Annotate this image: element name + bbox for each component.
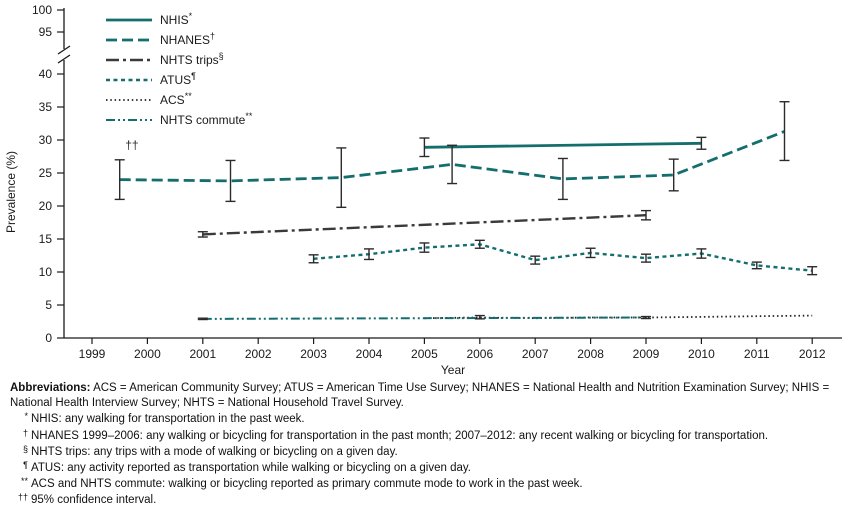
ci-annotation: †† (125, 138, 138, 152)
footnote-acs-commute: ** ACS and NHTS commute: walking or bicyc… (10, 476, 843, 492)
x-tick-label: 2005 (411, 347, 438, 361)
x-tick-label: 2009 (633, 347, 660, 361)
x-tick-label: 2003 (300, 347, 327, 361)
footnote-marker: ¶ (23, 459, 28, 470)
footnote-marker: ** (20, 476, 28, 487)
legend-label: NHIS* (160, 11, 193, 27)
x-tick-label: 2011 (744, 347, 770, 361)
legend-item-acs: ACS** (106, 91, 192, 107)
series-lines (119, 130, 813, 320)
y-tick-label: 40 (39, 67, 53, 81)
y-tick-label: 25 (39, 166, 53, 180)
footnote-text: NHTS trips: any trips with a mode of wal… (31, 445, 398, 458)
footnote-ci: †† 95% confidence interval. (10, 492, 843, 508)
legend-item-nhis: NHIS* (106, 11, 193, 27)
y-tick-label: 10 (39, 265, 53, 279)
chart-area: 0 5 10 15 20 25 30 35 40 95 100 1999 2000 2001 2002 200… (4, 3, 842, 377)
y-tick-label: 0 (45, 331, 52, 345)
footnote-nhanes: † NHANES 1999–2006: any walking or bicycl… (10, 428, 843, 444)
x-tick-label: 1999 (79, 347, 106, 361)
y-tick-label: 15 (39, 232, 53, 246)
prevalence-chart: 0 5 10 15 20 25 30 35 40 95 100 1999 2000 2001 2002 200… (4, 3, 842, 377)
tick-labels: 0 5 10 15 20 25 30 35 40 95 100 1999 2000 2001 2002 200… (32, 3, 826, 361)
footnote-text: 95% confidence interval. (31, 494, 157, 507)
legend-item-nhts-trips: NHTS trips§ (106, 51, 224, 67)
legend-item-nhanes: NHANES† (106, 31, 215, 47)
footnote-nhts-trips: § NHTS trips: any trips with a mode of wa… (10, 444, 843, 460)
footnotes: Abbreviations: ACS = American Community … (0, 380, 849, 508)
abbreviations-text: ACS = American Community Survey; ATUS = … (10, 382, 830, 410)
axes (57, 8, 842, 339)
footnote-atus: ¶ ATUS: any activity reported as transpor… (10, 460, 843, 476)
x-tick-label: 2004 (356, 347, 383, 361)
y-tick-label: 20 (39, 199, 53, 213)
footnote-text: ACS and NHTS commute: walking or bicycli… (31, 478, 583, 491)
abbreviations-line: Abbreviations: ACS = American Community … (10, 381, 843, 411)
x-tick-label: 2010 (688, 347, 715, 361)
tick-marks (57, 9, 813, 344)
footnote-text: ATUS: any activity reported as transport… (31, 461, 471, 474)
footnote-marker: †† (17, 492, 28, 503)
x-tick-label: 2012 (799, 347, 826, 361)
series-line-nhts-commute (202, 316, 647, 320)
x-tick-label: 2001 (189, 347, 216, 361)
legend-label: ATUS¶ (160, 71, 196, 87)
y-tick-label: 30 (39, 133, 53, 147)
y-tick-label: 35 (39, 100, 53, 114)
footnote-marker: § (22, 443, 28, 454)
y-axis-label: Prevalence (%) (4, 151, 18, 233)
legend-label: NHTS trips§ (160, 51, 224, 67)
x-tick-label: 2002 (245, 347, 272, 361)
error-bars (114, 101, 818, 321)
x-tick-label: 2008 (577, 347, 604, 361)
footnote-marker: * (24, 411, 28, 422)
legend-label: NHTS commute** (160, 111, 253, 127)
abbreviations-label: Abbreviations: (10, 382, 91, 394)
footnote-nhis: * NHIS: any walking for transportation in… (10, 411, 843, 427)
series-line-nhts-trips (202, 214, 647, 236)
legend-label: ACS** (160, 91, 192, 107)
legend: NHIS* NHANES† NHTS trips§ ATUS¶ ACS** NHTS co… (106, 11, 253, 127)
y-tick-label: 100 (32, 3, 52, 17)
x-tick-label: 2007 (522, 347, 549, 361)
legend-label: NHANES† (160, 31, 215, 47)
x-axis-label: Year (441, 363, 465, 377)
x-tick-label: 2006 (466, 347, 493, 361)
legend-item-atus: ATUS¶ (106, 71, 196, 87)
footnote-marker: † (22, 427, 28, 438)
footnote-text: NHIS: any walking for transportation in … (31, 413, 305, 426)
footnote-text: NHANES 1999–2006: any walking or bicycli… (31, 429, 769, 442)
x-tick-label: 2000 (134, 347, 161, 361)
y-tick-label: 5 (45, 298, 52, 312)
series-line-nhis (424, 141, 702, 149)
y-tick-label: 95 (39, 25, 53, 39)
legend-item-nhts-commute: NHTS commute** (106, 111, 253, 127)
series-line-atus (313, 243, 813, 272)
